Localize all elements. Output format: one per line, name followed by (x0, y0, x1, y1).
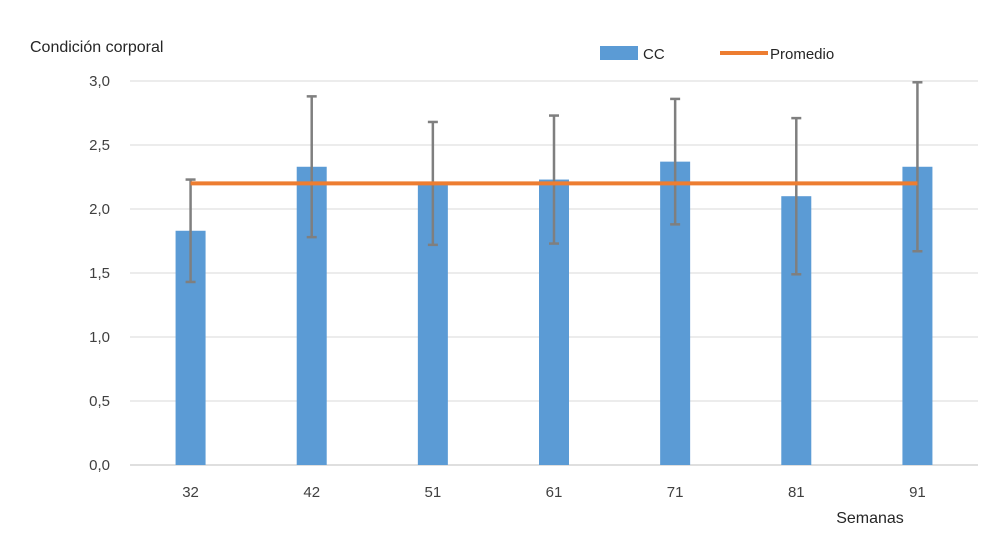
legend: CC Promedio (600, 46, 834, 63)
error-bar (185, 178, 196, 284)
x-tick-label: 42 (303, 484, 320, 501)
error-bar (912, 81, 923, 253)
x-tick-label: 71 (667, 484, 684, 501)
error-bar (791, 116, 802, 276)
y-axis-title: Condición corporal (30, 39, 163, 56)
x-tick-label: 61 (546, 484, 563, 501)
error-bar (549, 114, 559, 245)
y-tick-label: 2,5 (89, 137, 110, 154)
error-bar (670, 97, 681, 226)
legend-label-cc: CC (643, 46, 665, 63)
x-tick-label: 91 (909, 484, 926, 501)
y-tick-label: 1,5 (89, 265, 110, 282)
tick-labels: 0,0 0,5 1,0 1,5 2,0 2,5 3,0 32 42 51 61 71 81 91 (89, 73, 926, 501)
x-axis-title: Semanas (836, 510, 904, 527)
x-tick-label: 51 (425, 484, 442, 501)
y-tick-label: 1,0 (89, 329, 110, 346)
legend-label-promedio: Promedio (770, 46, 834, 63)
legend-swatch-cc (600, 46, 638, 60)
y-tick-label: 0,0 (89, 457, 110, 474)
y-tick-label: 3,0 (89, 73, 110, 90)
error-bar (306, 95, 317, 239)
x-tick-label: 81 (788, 484, 805, 501)
x-tick-label: 32 (182, 484, 199, 501)
y-tick-label: 0,5 (89, 393, 110, 410)
y-tick-label: 2,0 (89, 201, 110, 218)
error-bars (185, 81, 923, 284)
